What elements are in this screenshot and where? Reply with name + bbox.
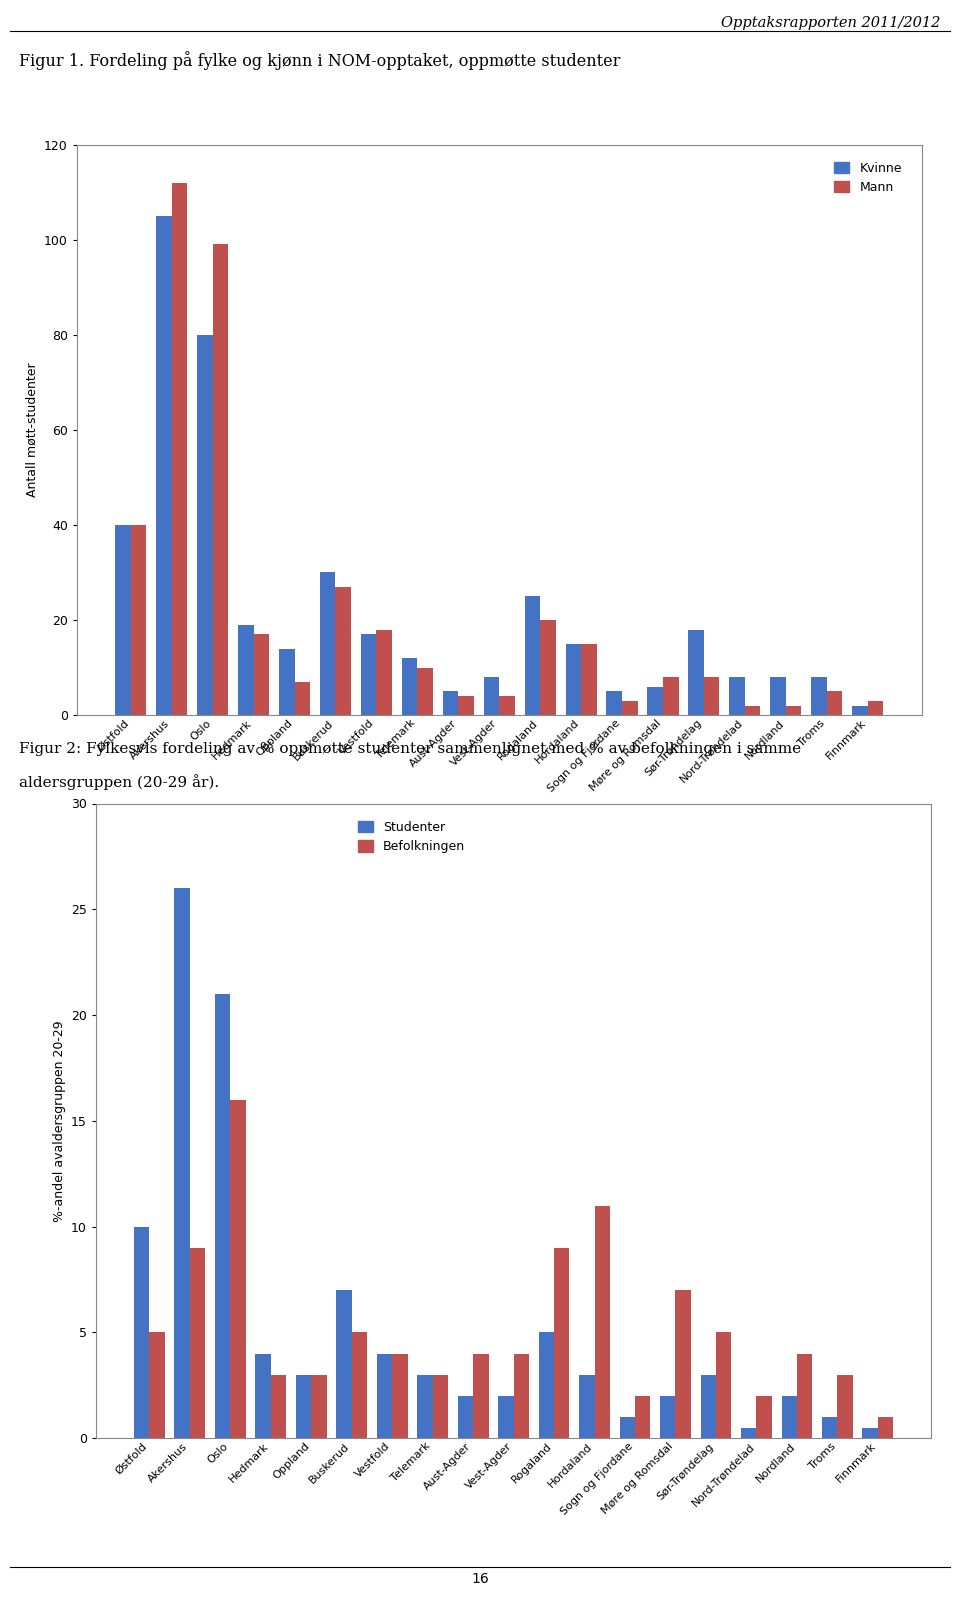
Bar: [320, 572, 335, 715]
Bar: [418, 1376, 433, 1438]
Y-axis label: %-andel avaldersgruppen 20-29: %-andel avaldersgruppen 20-29: [53, 1020, 65, 1221]
Legend: Studenter, Befolkningen: Studenter, Befolkningen: [353, 816, 470, 858]
Bar: [238, 625, 253, 715]
Bar: [175, 889, 190, 1438]
Legend: Kvinne, Mann: Kvinne, Mann: [829, 156, 907, 199]
Bar: [134, 1226, 150, 1438]
Bar: [565, 644, 581, 715]
Bar: [594, 1205, 610, 1438]
Bar: [730, 677, 745, 715]
Bar: [433, 1376, 448, 1438]
Bar: [635, 1396, 650, 1438]
Bar: [295, 681, 310, 715]
Bar: [852, 705, 868, 715]
Bar: [741, 1427, 756, 1438]
Bar: [539, 1332, 554, 1438]
Bar: [215, 993, 230, 1438]
Bar: [676, 1290, 691, 1438]
Bar: [811, 677, 827, 715]
Bar: [579, 1376, 594, 1438]
Bar: [781, 1396, 797, 1438]
Bar: [443, 691, 458, 715]
Bar: [402, 659, 418, 715]
Bar: [296, 1376, 311, 1438]
Bar: [581, 644, 596, 715]
Bar: [862, 1427, 877, 1438]
Bar: [172, 183, 187, 715]
Text: 16: 16: [471, 1572, 489, 1586]
Bar: [822, 1417, 837, 1438]
Bar: [619, 1417, 635, 1438]
Bar: [877, 1417, 893, 1438]
Bar: [190, 1247, 205, 1438]
Bar: [351, 1332, 367, 1438]
Bar: [770, 677, 786, 715]
Bar: [647, 686, 663, 715]
Bar: [212, 244, 228, 715]
Bar: [271, 1376, 286, 1438]
Bar: [786, 705, 802, 715]
Bar: [230, 1099, 246, 1438]
Bar: [716, 1332, 732, 1438]
Bar: [837, 1376, 852, 1438]
Bar: [797, 1353, 812, 1438]
Bar: [458, 696, 474, 715]
Bar: [701, 1376, 716, 1438]
Text: aldersgruppen (20-29 år).: aldersgruppen (20-29 år).: [19, 775, 219, 791]
Bar: [458, 1396, 473, 1438]
Bar: [361, 635, 376, 715]
Bar: [663, 677, 679, 715]
Y-axis label: Antall møtt-studenter: Antall møtt-studenter: [25, 363, 38, 497]
Bar: [622, 701, 637, 715]
Bar: [253, 635, 269, 715]
Text: Figur 2: Fylkesvis fordeling av % oppmøtte studenter sammenlignet med % av befol: Figur 2: Fylkesvis fordeling av % oppmøt…: [19, 742, 802, 757]
Bar: [255, 1353, 271, 1438]
Bar: [554, 1247, 569, 1438]
Bar: [311, 1376, 326, 1438]
Bar: [660, 1396, 676, 1438]
Bar: [827, 691, 842, 715]
Bar: [688, 630, 704, 715]
Bar: [115, 525, 131, 715]
Bar: [279, 649, 295, 715]
Bar: [745, 705, 760, 715]
Bar: [868, 701, 883, 715]
Bar: [156, 215, 172, 715]
Bar: [499, 696, 515, 715]
Bar: [514, 1353, 529, 1438]
Bar: [540, 620, 556, 715]
Bar: [197, 334, 212, 715]
Bar: [336, 1290, 351, 1438]
Bar: [376, 630, 392, 715]
Text: Figur 1. Fordeling på fylke og kjønn i NOM-opptaket, oppmøtte studenter: Figur 1. Fordeling på fylke og kjønn i N…: [19, 51, 620, 71]
Bar: [607, 691, 622, 715]
Bar: [131, 525, 146, 715]
Bar: [484, 677, 499, 715]
Bar: [150, 1332, 165, 1438]
Bar: [418, 667, 433, 715]
Bar: [524, 596, 540, 715]
Bar: [377, 1353, 393, 1438]
Text: Opptaksrapporten 2011/2012: Opptaksrapporten 2011/2012: [721, 16, 941, 31]
Bar: [473, 1353, 489, 1438]
Bar: [335, 587, 351, 715]
Bar: [498, 1396, 514, 1438]
Bar: [393, 1353, 408, 1438]
Bar: [704, 677, 719, 715]
Bar: [756, 1396, 772, 1438]
